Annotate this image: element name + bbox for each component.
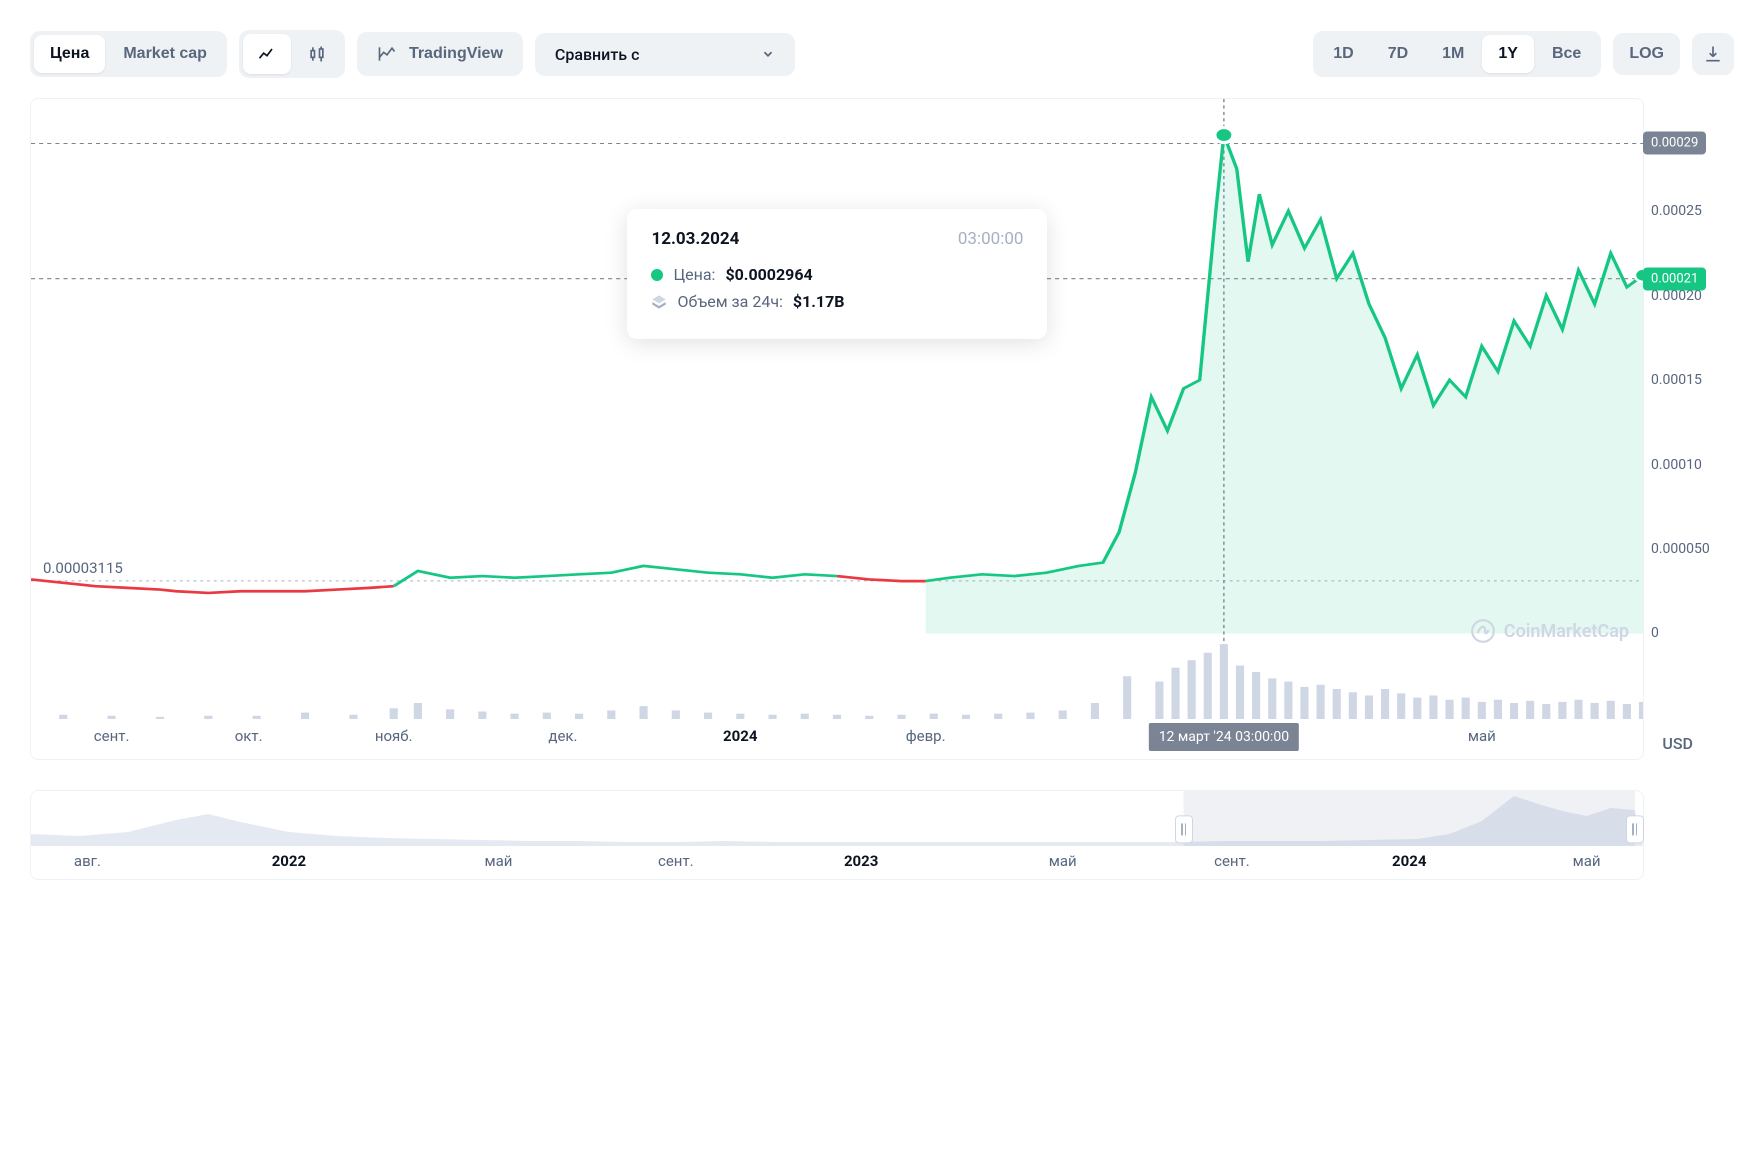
price-chart xyxy=(31,99,1643,719)
y-tick-label: 0.00025 xyxy=(1651,203,1702,219)
tooltip-volume-value: $1.17B xyxy=(793,292,845,311)
chart-area[interactable]: 00.0000500.000100.000150.000200.000250.0… xyxy=(31,99,1643,719)
tradingview-button[interactable]: TradingView xyxy=(357,32,523,76)
brush-tick-label: май xyxy=(1573,852,1601,870)
metric-toggle: Цена Market cap xyxy=(30,31,227,77)
x-tick-label: нояб. xyxy=(375,727,413,745)
download-icon xyxy=(1703,44,1723,64)
log-button[interactable]: LOG xyxy=(1613,33,1680,75)
range-Все[interactable]: Все xyxy=(1536,35,1597,73)
price-dot-icon xyxy=(651,269,663,281)
brush-x-axis: авг. 2022 май сент. 2023 май сент. 2024 май xyxy=(31,846,1643,876)
watermark: CoinMarketCap xyxy=(1470,618,1629,644)
range-selector: 1D7D1M1YВсе xyxy=(1313,31,1601,77)
tooltip-price-value: $0.0002964 xyxy=(725,265,812,284)
y-tick-label: 0.000050 xyxy=(1651,541,1710,557)
tooltip-volume-label: Объем за 24ч: xyxy=(677,292,782,311)
y-badge: 0.00029 xyxy=(1643,132,1706,155)
brush-tick-label: 2022 xyxy=(272,852,306,870)
download-button[interactable] xyxy=(1692,33,1734,75)
range-1Y[interactable]: 1Y xyxy=(1482,35,1534,73)
x-tick-label: февр. xyxy=(906,727,946,745)
currency-label: USD xyxy=(1662,734,1693,753)
toolbar: Цена Market cap TradingView Сравнить с 1… xyxy=(30,30,1734,78)
marketcap-tab[interactable]: Market cap xyxy=(107,35,223,73)
volume-icon xyxy=(651,294,667,310)
brush-chart xyxy=(31,791,1643,846)
brush-tick-label: май xyxy=(1049,852,1077,870)
brush-handle-left[interactable] xyxy=(1175,815,1193,843)
y-tick-label: 0 xyxy=(1651,625,1659,641)
y-badge: 0.00021 xyxy=(1643,267,1706,290)
brush-tick-label: сент. xyxy=(658,852,694,870)
tooltip-date: 12.03.2024 xyxy=(651,229,739,249)
compare-label: Сравнить с xyxy=(555,45,640,64)
x-tick-label: 2024 xyxy=(723,727,757,745)
x-axis: сент. окт. нояб. дек. 2024 февр. май 12 март '2… xyxy=(31,719,1643,759)
candlestick-button[interactable] xyxy=(293,34,341,74)
chart-container: 00.0000500.000100.000150.000200.000250.0… xyxy=(30,98,1644,760)
tradingview-icon xyxy=(377,44,397,64)
brush-tick-label: сент. xyxy=(1214,852,1250,870)
y-axis: 00.0000500.000100.000150.000200.000250.0… xyxy=(1643,99,1733,719)
line-chart-icon xyxy=(257,44,277,64)
line-chart-button[interactable] xyxy=(243,34,291,74)
price-tooltip: 12.03.2024 03:00:00 Цена: $0.0002964 Объ… xyxy=(627,209,1047,339)
x-tick-label: окт. xyxy=(235,727,263,745)
chevron-down-icon xyxy=(761,47,775,61)
brush-tick-label: 2024 xyxy=(1392,852,1426,870)
coinmarketcap-icon xyxy=(1470,618,1496,644)
tooltip-price-label: Цена: xyxy=(673,265,715,284)
price-tab[interactable]: Цена xyxy=(34,35,105,73)
y-tick-label: 0.00015 xyxy=(1651,372,1702,388)
compare-dropdown[interactable]: Сравнить с xyxy=(535,33,795,76)
tooltip-time: 03:00:00 xyxy=(958,229,1024,249)
range-1M[interactable]: 1M xyxy=(1426,35,1480,73)
y-tick-label: 0.00010 xyxy=(1651,457,1702,473)
x-crosshair-badge: 12 март '24 03:00:00 xyxy=(1149,723,1299,751)
range-7D[interactable]: 7D xyxy=(1372,35,1424,73)
brush-tick-label: май xyxy=(484,852,512,870)
x-tick-label: сент. xyxy=(94,727,130,745)
brush-container[interactable]: авг. 2022 май сент. 2023 май сент. 2024 май xyxy=(30,790,1644,880)
start-value-label: 0.00003115 xyxy=(43,559,123,577)
x-tick-label: дек. xyxy=(548,727,577,745)
x-tick-label: май xyxy=(1468,727,1496,745)
tradingview-label: TradingView xyxy=(409,45,503,63)
chart-type-toggle xyxy=(239,30,345,78)
brush-handle-right[interactable] xyxy=(1626,815,1644,843)
brush-tick-label: 2023 xyxy=(844,852,878,870)
range-1D[interactable]: 1D xyxy=(1317,35,1369,73)
candlestick-icon xyxy=(307,44,327,64)
brush-tick-label: авг. xyxy=(74,852,101,870)
